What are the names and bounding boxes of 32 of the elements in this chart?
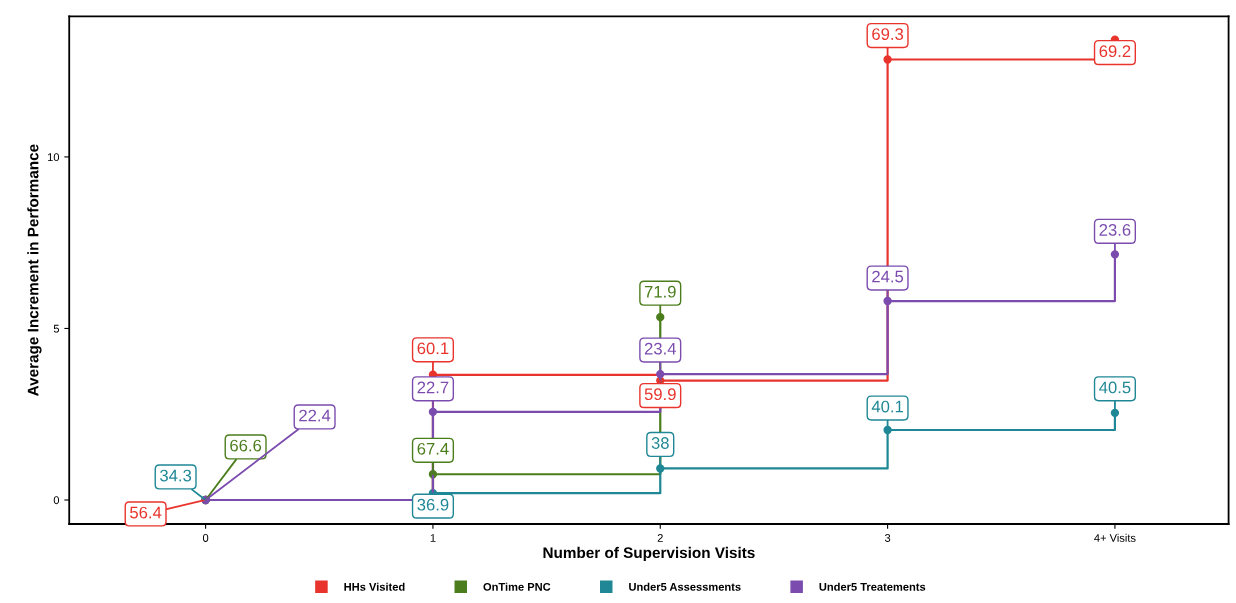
x-tick-label: 2 (657, 534, 663, 542)
annotation: 23.4 (644, 342, 676, 355)
annotation: 24.5 (872, 270, 904, 283)
legend-label: OnTime PNC (483, 582, 551, 591)
legend-label: HHs Visited (344, 582, 405, 591)
y-tick-label: 0 (53, 496, 60, 505)
annotation: 71.9 (644, 285, 676, 298)
annotation: 22.4 (299, 409, 331, 422)
y-axis-title: Average Increment in Performance (27, 144, 42, 396)
legend-label: Under5 Assessments (629, 582, 741, 591)
annotation: 69.3 (872, 28, 904, 40)
annotation: 36.9 (417, 498, 449, 511)
x-tick-label: 0 (202, 534, 209, 542)
x-tick-label: 4+ Visits (1094, 533, 1136, 542)
x-tick-label: 3 (884, 534, 891, 542)
annotation: 60.1 (417, 342, 449, 355)
annotation: 69.2 (1099, 45, 1131, 58)
annotation: 22.7 (417, 381, 449, 394)
annotation: 56.4 (130, 506, 162, 519)
y-tick-label: 5 (53, 324, 60, 333)
annotation: 66.6 (230, 439, 262, 452)
legend-label: Under5 Treatements (819, 582, 926, 591)
x-axis-title: Number of Supervision Visits (543, 546, 755, 562)
annotation: 34.3 (160, 469, 192, 482)
x-tick-label: 1 (430, 534, 436, 542)
annotation: 59.9 (644, 388, 676, 401)
annotation: 40.1 (871, 400, 903, 413)
annotation: 67.4 (417, 442, 449, 455)
annotation: 38 (651, 437, 669, 449)
annotation: 40.5 (1099, 381, 1131, 394)
y-tick-label: 10 (47, 153, 60, 162)
annotation: 23.6 (1099, 224, 1131, 236)
